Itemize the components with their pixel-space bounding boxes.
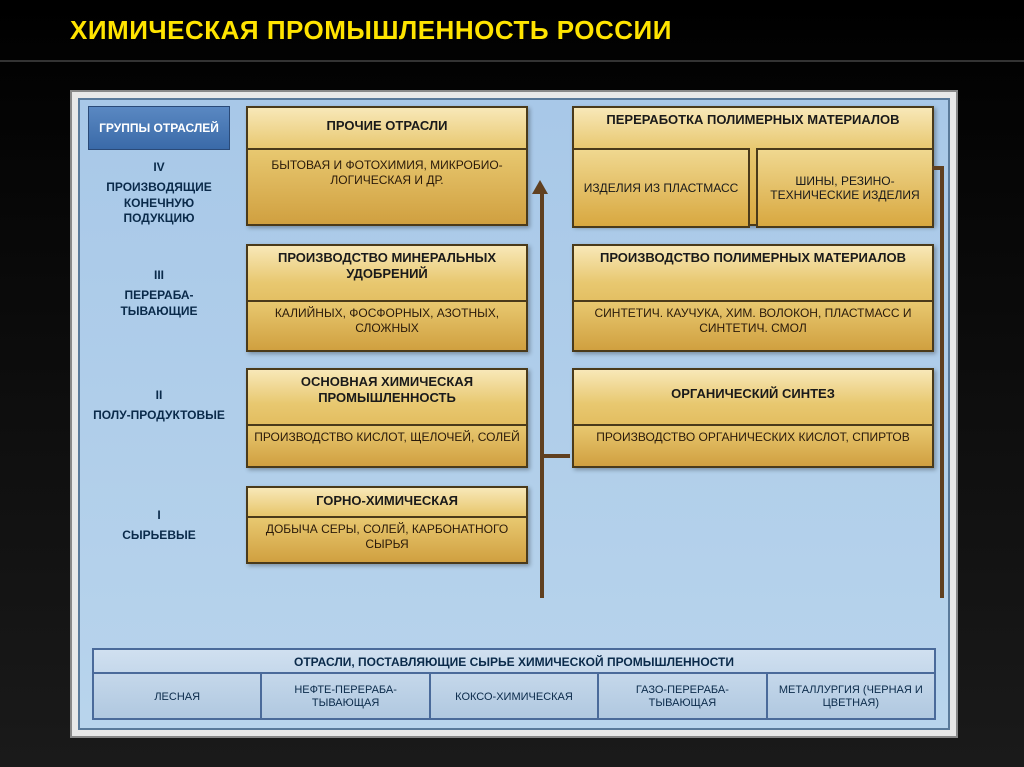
supplier-cell: ГАЗО-ПЕРЕРАБА-ТЫВАЮЩАЯ [599, 674, 767, 720]
arrow-right-connector [932, 166, 944, 170]
suppliers-bar: ОТРАСЛИ, ПОСТАВЛЯЮЩИЕ СЫРЬЕ ХИМИЧЕСКОЙ П… [92, 648, 936, 720]
tier2-left-block: ОСНОВНАЯ ХИМИЧЕСКАЯ ПРОМЫШЛЕННОСТЬ ПРОИЗ… [246, 368, 528, 468]
tier1-title: ГОРНО-ХИМИЧЕСКАЯ [248, 488, 526, 516]
tier1-block: ГОРНО-ХИМИЧЕСКАЯ ДОБЫЧА СЕРЫ, СОЛЕЙ, КАР… [246, 486, 528, 564]
suppliers-title: ОТРАСЛИ, ПОСТАВЛЯЮЩИЕ СЫРЬЕ ХИМИЧЕСКОЙ П… [94, 650, 934, 674]
tier4-right-block: ПЕРЕРАБОТКА ПОЛИМЕРНЫХ МАТЕРИАЛОВ ИЗДЕЛИ… [572, 106, 934, 226]
supplier-cell: НЕФТЕ-ПЕРЕРАБА-ТЫВАЮЩАЯ [262, 674, 430, 720]
tier4-left-title: ПРОЧИЕ ОТРАСЛИ [248, 108, 526, 148]
tier3-left-title: ПРОИЗВОДСТВО МИНЕРАЛЬНЫХ УДОБРЕНИЙ [248, 246, 526, 300]
groups-header-box: ГРУППЫ ОТРАСЛЕЙ [88, 106, 230, 150]
supplier-cell: КОКСО-ХИМИЧЕСКАЯ [431, 674, 599, 720]
arrow-main-vertical [540, 192, 544, 598]
tier3-right-title: ПРОИЗВОДСТВО ПОЛИМЕРНЫХ МАТЕРИАЛОВ [574, 246, 932, 300]
tier3-right-block: ПРОИЗВОДСТВО ПОЛИМЕРНЫХ МАТЕРИАЛОВ СИНТЕ… [572, 244, 934, 352]
arrow-main-head [532, 180, 548, 194]
groups-header-label: ГРУППЫ ОТРАСЛЕЙ [99, 121, 219, 135]
supplier-cell: МЕТАЛЛУРГИЯ (ЧЕРНАЯ И ЦВЕТНАЯ) [768, 674, 934, 720]
tier4-right-cell-b: ШИНЫ, РЕЗИНО-ТЕХНИЧЕСКИЕ ИЗДЕЛИЯ [756, 148, 934, 228]
tier2-left-title: ОСНОВНАЯ ХИМИЧЕСКАЯ ПРОМЫШЛЕННОСТЬ [248, 370, 526, 424]
tier2-right-sub: ПРОИЗВОДСТВО ОРГАНИЧЕСКИХ КИСЛОТ, СПИРТО… [574, 424, 932, 466]
tier2-right-title: ОРГАНИЧЕСКИЙ СИНТЕЗ [574, 370, 932, 424]
arrow-right-vertical [940, 166, 944, 598]
tier3-left-sub: КАЛИЙНЫХ, ФОСФОРНЫХ, АЗОТНЫХ, СЛОЖНЫХ [248, 300, 526, 350]
tier4-left-sub: БЫТОВАЯ И ФОТОХИМИЯ, МИКРОБИО-ЛОГИЧЕСКАЯ… [248, 148, 526, 224]
supplier-cell: ЛЕСНАЯ [94, 674, 262, 720]
diagram: ГРУППЫ ОТРАСЛЕЙ IV ПРОИЗВОДЯЩИЕ КОНЕЧНУЮ… [78, 98, 950, 730]
tier4-left-block: ПРОЧИЕ ОТРАСЛИ БЫТОВАЯ И ФОТОХИМИЯ, МИКР… [246, 106, 528, 226]
slide: ХИМИЧЕСКАЯ ПРОМЫШЛЕННОСТЬ РОССИИ ГРУППЫ … [0, 0, 1024, 767]
tier4-label: ПРОИЗВОДЯЩИЕ КОНЕЧНУЮ ПОДУКЦИЮ [88, 180, 230, 227]
tier1-num: I [88, 508, 230, 524]
tier1-label: СЫРЬЕВЫЕ [88, 528, 230, 544]
slide-title: ХИМИЧЕСКАЯ ПРОМЫШЛЕННОСТЬ РОССИИ [70, 15, 672, 46]
tier3-num: III [88, 268, 230, 284]
diagram-frame: ГРУППЫ ОТРАСЛЕЙ IV ПРОИЗВОДЯЩИЕ КОНЕЧНУЮ… [70, 90, 958, 738]
tier4-num: IV [88, 160, 230, 176]
tier2-num: II [88, 388, 230, 404]
tier3-right-sub: СИНТЕТИЧ. КАУЧУКА, ХИМ. ВОЛОКОН, ПЛАСТМА… [574, 300, 932, 350]
tier3-label: ПЕРЕРАБА-ТЫВАЮЩИЕ [88, 288, 230, 319]
tier2-right-block: ОРГАНИЧЕСКИЙ СИНТЕЗ ПРОИЗВОДСТВО ОРГАНИЧ… [572, 368, 934, 468]
tier2-label: ПОЛУ-ПРОДУКТОВЫЕ [88, 408, 230, 424]
suppliers-row: ЛЕСНАЯ НЕФТЕ-ПЕРЕРАБА-ТЫВАЮЩАЯ КОКСО-ХИМ… [94, 674, 934, 720]
arrow-to-organic [540, 454, 570, 458]
title-bar: ХИМИЧЕСКАЯ ПРОМЫШЛЕННОСТЬ РОССИИ [0, 0, 1024, 62]
tier4-right-title: ПЕРЕРАБОТКА ПОЛИМЕРНЫХ МАТЕРИАЛОВ [574, 108, 932, 148]
tier1-sub: ДОБЫЧА СЕРЫ, СОЛЕЙ, КАРБОНАТНОГО СЫРЬЯ [248, 516, 526, 562]
tier3-left-block: ПРОИЗВОДСТВО МИНЕРАЛЬНЫХ УДОБРЕНИЙ КАЛИЙ… [246, 244, 528, 352]
tier4-right-cell-a: ИЗДЕЛИЯ ИЗ ПЛАСТМАСС [572, 148, 750, 228]
tier2-left-sub: ПРОИЗВОДСТВО КИСЛОТ, ЩЕЛОЧЕЙ, СОЛЕЙ [248, 424, 526, 466]
